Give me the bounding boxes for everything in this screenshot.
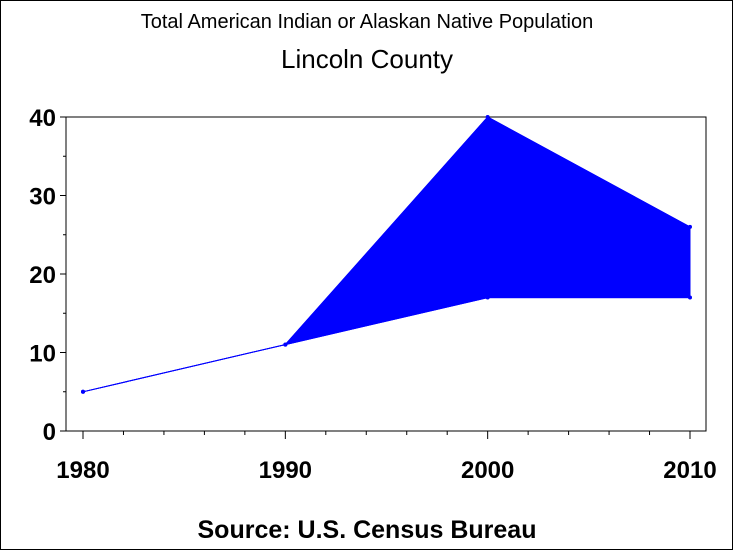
series-line-2: [82, 116, 691, 393]
x-tick-label: 1990: [259, 457, 312, 484]
area-band: [82, 116, 691, 393]
series-lines-layer: [82, 116, 691, 393]
y-tick-label: 30: [29, 184, 56, 211]
data-points-layer: [81, 115, 692, 394]
data-point-s2-1980: [81, 389, 85, 394]
chart-subtitle: Lincoln County: [281, 44, 453, 74]
data-point-s2-2000: [485, 115, 490, 119]
x-axis: 1980 1990 2000 2010: [56, 431, 717, 484]
source-footnote: Source: U.S. Census Bureau: [198, 516, 537, 544]
y-axis: 0 10 20 30 40: [29, 105, 66, 446]
area-band-layer: [82, 116, 691, 393]
y-tick-label: 40: [29, 105, 56, 132]
data-point-s1-2010: [688, 295, 692, 300]
data-point-s1-2000: [485, 295, 490, 300]
x-tick-label: 2000: [461, 457, 514, 484]
data-point-s2-1990: [283, 342, 288, 347]
chart-title: Total American Indian or Alaskan Native …: [141, 11, 594, 33]
x-tick-label: 1980: [56, 457, 109, 484]
y-tick-label: 10: [29, 341, 56, 368]
data-point-s2-2010: [688, 224, 692, 229]
x-tick-label: 2010: [663, 457, 716, 484]
y-tick-label: 0: [43, 419, 56, 446]
y-tick-label: 20: [29, 262, 56, 289]
